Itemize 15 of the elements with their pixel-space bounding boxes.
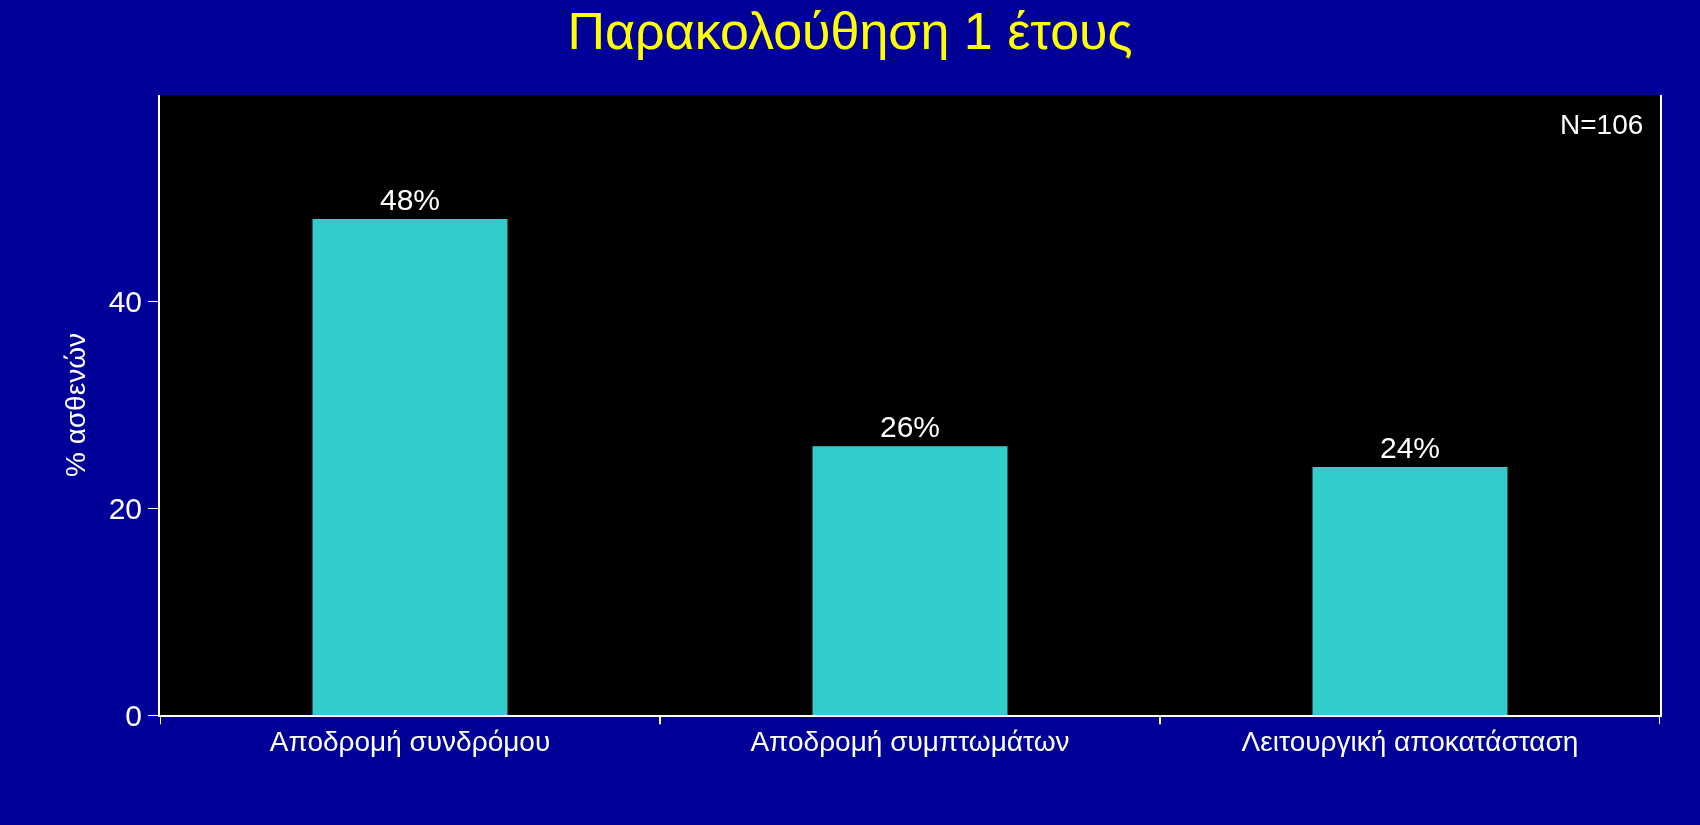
bar (1312, 467, 1508, 715)
data-label: 26% (879, 410, 941, 444)
x-tick-label: Αποδρομή συνδρόμου (269, 725, 551, 757)
y-tick-label: 0 (125, 698, 142, 732)
data-label: 48% (379, 183, 441, 216)
data-label: 24% (1379, 431, 1441, 464)
annotation: N=106 (1560, 109, 1644, 140)
x-tick-label: Αποδρομή συμπτωμάτων (750, 725, 1070, 757)
y-tick-label: 40 (108, 285, 142, 319)
y-axis-title: % ασθενών (59, 332, 91, 478)
bar (312, 219, 508, 715)
chart-title: Παρακολούθηση 1 έτους (567, 1, 1133, 60)
y-tick-label: 20 (108, 491, 142, 525)
x-tick-label: Λειτουργική αποκατάσταση (1241, 725, 1579, 757)
bar (812, 446, 1008, 715)
